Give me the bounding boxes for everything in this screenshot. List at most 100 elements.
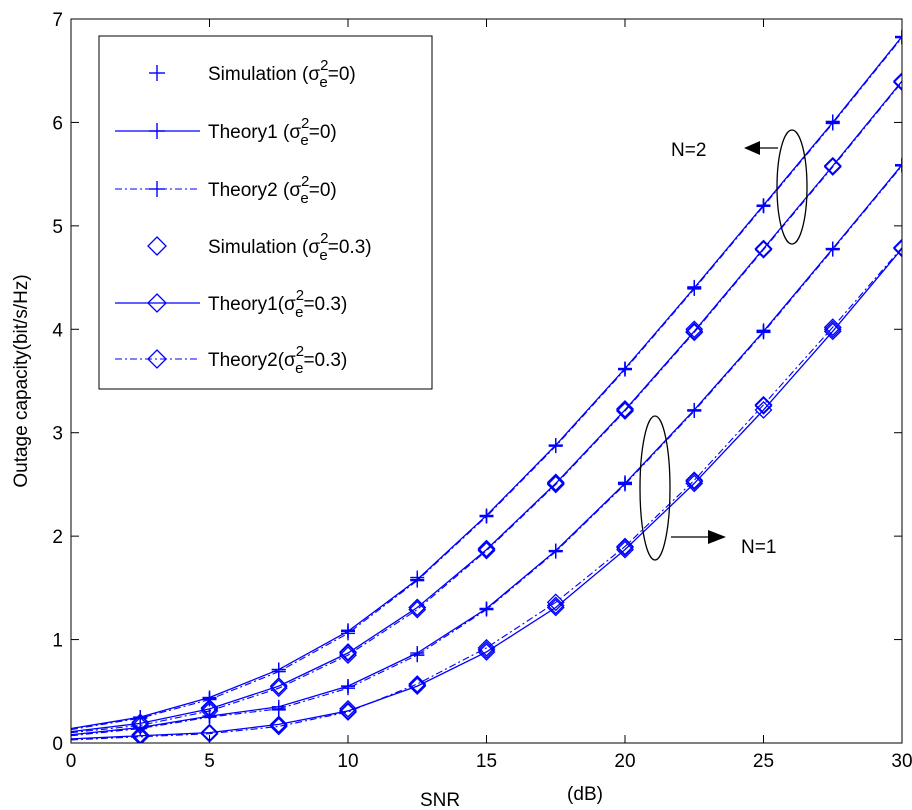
legend-label-part: =0.3) bbox=[303, 350, 347, 371]
legend-label-part: Simulation ( bbox=[208, 64, 309, 85]
x-tick-label: 20 bbox=[614, 751, 635, 772]
series-1-theory2-marker bbox=[754, 240, 773, 259]
legend-diamond-marker bbox=[147, 293, 167, 313]
series-2-simulation-marker bbox=[202, 709, 217, 724]
series-3-simulation-marker bbox=[893, 238, 902, 257]
y-tick-label: 3 bbox=[52, 424, 63, 445]
legend-label-part: σ bbox=[308, 64, 320, 85]
series-3-theory2-marker bbox=[477, 638, 496, 657]
y-tick-label: 4 bbox=[52, 320, 63, 341]
series-2-simulation-marker bbox=[341, 679, 355, 694]
series-3-theory2-marker bbox=[131, 727, 150, 743]
n2-arrow-head bbox=[744, 141, 760, 155]
series-0-simulation-marker bbox=[341, 623, 355, 638]
x-tick-label: 5 bbox=[204, 751, 215, 772]
legend-label-part: =0) bbox=[309, 180, 337, 201]
legend-label-part: e bbox=[319, 247, 327, 264]
series-2-group bbox=[71, 157, 902, 737]
legend-diamond-marker bbox=[147, 236, 167, 256]
series-3-theory2-marker bbox=[616, 537, 634, 556]
series-1-theory1-marker bbox=[685, 322, 704, 341]
y-tick-label: 2 bbox=[52, 527, 63, 548]
series-3-theory1-marker bbox=[131, 726, 150, 743]
legend-label-part: σ bbox=[289, 122, 301, 143]
series-3-theory2-marker bbox=[754, 395, 773, 414]
series-2-simulation-marker bbox=[687, 402, 702, 417]
legend-label-part: Theory2( bbox=[208, 350, 285, 371]
x-tick-label: 25 bbox=[753, 751, 774, 772]
series-2-theory2-marker bbox=[895, 158, 902, 173]
series-1-theory1-marker bbox=[477, 540, 496, 559]
legend-entry-1: Theory1 (σ2 e=0) bbox=[115, 115, 337, 149]
legend-label-part: 2 bbox=[320, 230, 328, 247]
series-1-simulation-marker bbox=[893, 73, 902, 92]
x-tick-label: 30 bbox=[891, 751, 912, 772]
n1-ellipse bbox=[639, 415, 671, 561]
series-3-theory2-marker bbox=[339, 703, 357, 721]
series-2-simulation-marker bbox=[548, 543, 563, 558]
series-1-simulation-marker bbox=[546, 473, 565, 492]
legend-label-part: =0) bbox=[309, 122, 337, 143]
series-3-theory2-marker bbox=[823, 318, 842, 337]
legend-label-part: 2 bbox=[301, 173, 309, 190]
series-1-theory2-marker bbox=[823, 157, 842, 176]
series-3-simulation-marker bbox=[546, 596, 565, 615]
annotations: N=2 N=1 bbox=[639, 129, 808, 561]
series-2-simulation-marker bbox=[756, 323, 771, 338]
series-1-simulation-marker bbox=[408, 598, 427, 617]
legend-entry-3: Simulation (σ2 e=0.3) bbox=[147, 230, 372, 264]
series-1-simulation-marker bbox=[685, 320, 704, 339]
legend-label: Theory1 (σ2 e=0) bbox=[208, 115, 337, 149]
legend-label-part: =0.3) bbox=[303, 294, 347, 315]
series-1-simulation-marker bbox=[616, 400, 634, 418]
legend-entry-4: Theory1(σ2 e=0.3) bbox=[115, 287, 347, 321]
y-tick-label: 6 bbox=[52, 113, 63, 134]
y-tick-label: 0 bbox=[52, 734, 63, 755]
series-1-simulation-marker bbox=[477, 539, 496, 558]
series-3-theory1-marker bbox=[339, 702, 357, 720]
legend-label-part: e bbox=[295, 360, 303, 377]
series-2-simulation-marker bbox=[618, 475, 632, 490]
series-1-theory2-marker bbox=[408, 600, 427, 619]
legend-label-part: =0.3) bbox=[328, 237, 372, 258]
axis-ticks: 0 5 10 15 20 25 30 0 1 2 3 4 5 6 7 bbox=[52, 10, 912, 772]
n2-label: N=2 bbox=[671, 140, 706, 161]
legend-entry-0: Simulation (σ2 e=0) bbox=[149, 57, 356, 91]
series-3-simulation-marker bbox=[269, 716, 288, 735]
legend-label-part: 2 bbox=[301, 115, 309, 132]
series-0-simulation-marker bbox=[479, 509, 494, 524]
series-1-theory1-marker bbox=[616, 401, 634, 419]
legend-label-part: σ bbox=[284, 294, 296, 315]
series-3-simulation-marker bbox=[754, 396, 773, 415]
x-axis-label: SNR bbox=[420, 790, 460, 810]
series-1-simulation-marker bbox=[823, 156, 842, 175]
n1-label: N=1 bbox=[741, 537, 776, 558]
series-0-theory2-marker bbox=[895, 30, 902, 45]
series-1-simulation-marker bbox=[269, 677, 288, 696]
series-0-simulation-marker bbox=[756, 199, 771, 214]
series-1-simulation-marker bbox=[339, 643, 357, 661]
legend-label-part: σ bbox=[284, 350, 296, 371]
legend-label-part: 2 bbox=[296, 287, 304, 304]
legend-plus-marker bbox=[149, 181, 165, 197]
legend-label-part: Theory1 ( bbox=[208, 122, 290, 143]
legend-label-part: e bbox=[300, 190, 308, 207]
x-tick-label: 15 bbox=[476, 751, 497, 772]
series-2-simulation-marker bbox=[895, 157, 902, 172]
legend-plus-marker bbox=[149, 123, 165, 139]
series-3-theory1-marker bbox=[893, 239, 902, 258]
legend-label: Simulation (σ2 e=0) bbox=[208, 57, 356, 91]
x-tick-label: 10 bbox=[337, 751, 358, 772]
series-1-theory1-marker bbox=[893, 72, 902, 90]
legend-label-part: Theory2 ( bbox=[208, 180, 290, 201]
y-tick-label: 5 bbox=[52, 217, 63, 238]
series-3-theory1-line bbox=[71, 248, 902, 740]
series-3-theory2-marker bbox=[685, 471, 704, 490]
legend-label-part: 2 bbox=[320, 57, 328, 74]
series-1-theory1-marker bbox=[339, 644, 357, 662]
series-1-theory2-marker bbox=[477, 541, 496, 560]
series-1-theory2-marker bbox=[269, 679, 288, 698]
legend-label-part: e bbox=[295, 304, 303, 321]
series-3-theory1-marker bbox=[616, 540, 634, 559]
legend-label-part: e bbox=[300, 132, 308, 149]
